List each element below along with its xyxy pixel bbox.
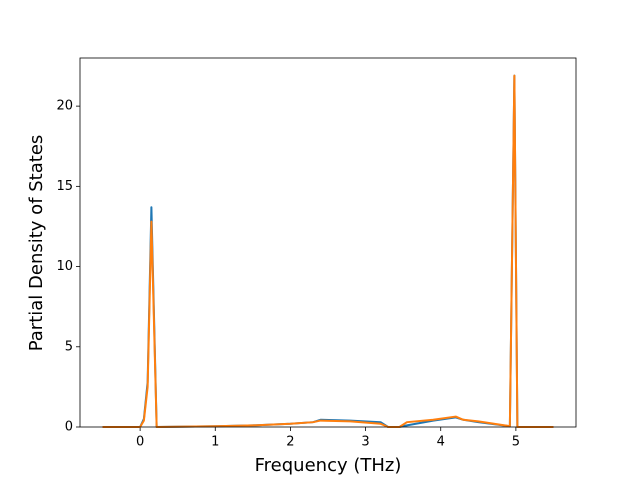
- series-line: [102, 74, 554, 428]
- x-tick-label: 3: [361, 435, 369, 450]
- y-tick-label: 15: [56, 179, 73, 194]
- y-tick-label: 10: [56, 259, 73, 274]
- y-tick-label: 5: [65, 339, 73, 354]
- series-line: [102, 74, 554, 428]
- x-tick-label: 0: [136, 435, 144, 450]
- x-tick-label: 4: [437, 435, 445, 450]
- plot-frame: [79, 57, 577, 428]
- y-axis-label: Partial Density of States: [26, 135, 47, 352]
- x-tick-label: 1: [211, 435, 219, 450]
- y-tick-label: 0: [65, 420, 73, 435]
- x-tick-label: 2: [286, 435, 294, 450]
- y-tick-label: 20: [56, 99, 73, 114]
- x-tick-label: 5: [512, 435, 520, 450]
- x-axis-label: Frequency (THz): [255, 455, 402, 476]
